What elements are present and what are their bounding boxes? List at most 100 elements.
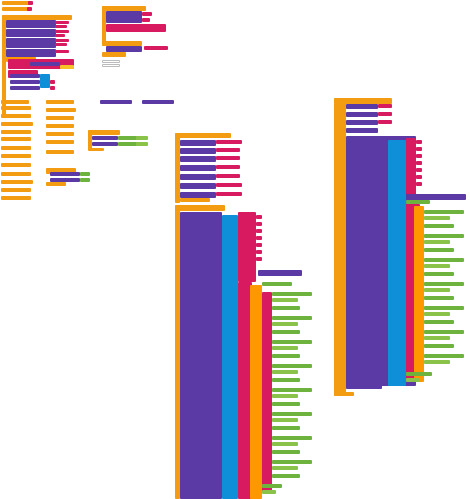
math-block[interactable] (424, 330, 464, 334)
math-block[interactable] (424, 296, 454, 300)
math-block[interactable] (262, 484, 282, 488)
text-block[interactable] (140, 26, 160, 32)
component-block[interactable] (10, 86, 40, 90)
logic-block[interactable] (222, 215, 238, 499)
math-block[interactable] (272, 412, 312, 416)
component-block[interactable] (180, 156, 216, 162)
math-block[interactable] (424, 312, 450, 316)
text-block[interactable] (378, 104, 392, 108)
global-getter-block[interactable] (1, 163, 31, 167)
event-block[interactable] (102, 52, 126, 57)
text-block[interactable] (416, 161, 422, 165)
math-block[interactable] (272, 306, 300, 310)
global-getter-block[interactable] (1, 154, 31, 158)
control-block[interactable] (414, 206, 424, 382)
global-getter-block[interactable] (1, 196, 31, 200)
math-block[interactable] (136, 142, 148, 146)
math-block[interactable] (272, 460, 312, 464)
math-block[interactable] (272, 466, 298, 470)
math-block[interactable] (424, 354, 464, 358)
math-block[interactable] (424, 320, 454, 324)
text-block[interactable] (55, 43, 67, 46)
component-block[interactable] (346, 104, 378, 109)
text-block[interactable] (262, 292, 272, 492)
text-block[interactable] (142, 12, 152, 16)
math-block[interactable] (272, 418, 298, 422)
math-block[interactable] (272, 292, 312, 296)
text-join-block[interactable] (238, 282, 252, 499)
math-block[interactable] (424, 360, 450, 364)
text-block[interactable] (416, 175, 422, 179)
component-block[interactable] (10, 80, 40, 84)
global-variable-block[interactable] (2, 1, 32, 5)
math-block[interactable] (272, 330, 300, 334)
text-block[interactable] (142, 18, 150, 22)
component-block[interactable] (10, 74, 40, 78)
value-block[interactable] (50, 86, 55, 90)
math-block[interactable] (272, 346, 298, 350)
math-block[interactable] (424, 264, 450, 268)
event-block-body[interactable] (175, 133, 180, 203)
text-block[interactable] (256, 222, 262, 226)
math-block[interactable] (424, 210, 464, 214)
event-block-header[interactable] (175, 133, 231, 138)
math-block[interactable] (272, 394, 298, 398)
math-block[interactable] (424, 224, 454, 228)
global-getter-block[interactable] (46, 124, 74, 128)
math-block[interactable] (272, 370, 298, 374)
event-block-body[interactable] (175, 205, 180, 499)
global-getter-block[interactable] (1, 130, 31, 134)
math-block[interactable] (262, 282, 292, 286)
math-block[interactable] (80, 178, 90, 182)
global-getter-block[interactable] (1, 146, 31, 150)
global-getter-block[interactable] (46, 132, 74, 136)
component-block[interactable] (6, 49, 56, 57)
event-block[interactable] (88, 130, 120, 135)
component-event-block[interactable] (100, 100, 132, 104)
math-block[interactable] (406, 378, 420, 382)
math-block[interactable] (424, 282, 464, 286)
event-block-body[interactable] (2, 15, 6, 118)
math-block[interactable] (424, 240, 450, 244)
value-block[interactable] (50, 80, 55, 84)
global-getter-block[interactable] (1, 100, 29, 104)
text-join-block[interactable] (106, 24, 166, 32)
math-block[interactable] (424, 216, 450, 220)
component-getter[interactable] (30, 62, 60, 66)
math-block[interactable] (272, 316, 312, 320)
event-block-footer[interactable] (46, 182, 66, 186)
global-getter-block[interactable] (1, 106, 31, 110)
component-block[interactable] (180, 174, 216, 180)
text-join-block[interactable] (406, 138, 416, 194)
math-block[interactable] (272, 364, 312, 368)
component-block[interactable] (346, 120, 378, 125)
text-block[interactable] (216, 174, 240, 178)
math-block[interactable] (118, 142, 138, 146)
math-block[interactable] (424, 306, 464, 310)
global-getter-block[interactable] (46, 100, 74, 104)
event-block-footer[interactable] (88, 148, 104, 151)
component-block[interactable] (180, 165, 216, 171)
global-getter-block[interactable] (1, 180, 33, 184)
component-block[interactable] (346, 128, 378, 133)
component-block[interactable] (106, 46, 142, 52)
text-block[interactable] (216, 183, 242, 187)
text-block[interactable] (55, 50, 69, 53)
logic-block[interactable] (388, 140, 406, 386)
component-block[interactable] (180, 140, 216, 146)
math-block[interactable] (118, 136, 138, 140)
math-block[interactable] (272, 402, 300, 406)
value-block[interactable] (28, 1, 33, 5)
text-block[interactable] (55, 25, 67, 28)
component-block[interactable] (50, 172, 80, 176)
comment-block[interactable] (102, 60, 120, 63)
event-block[interactable] (102, 41, 142, 46)
text-block[interactable] (256, 215, 262, 219)
text-block[interactable] (216, 148, 240, 152)
global-getter-block[interactable] (46, 108, 76, 112)
global-getter-block[interactable] (1, 188, 31, 192)
text-join-block[interactable] (238, 212, 256, 282)
math-block[interactable] (272, 436, 312, 440)
math-block[interactable] (272, 354, 300, 358)
